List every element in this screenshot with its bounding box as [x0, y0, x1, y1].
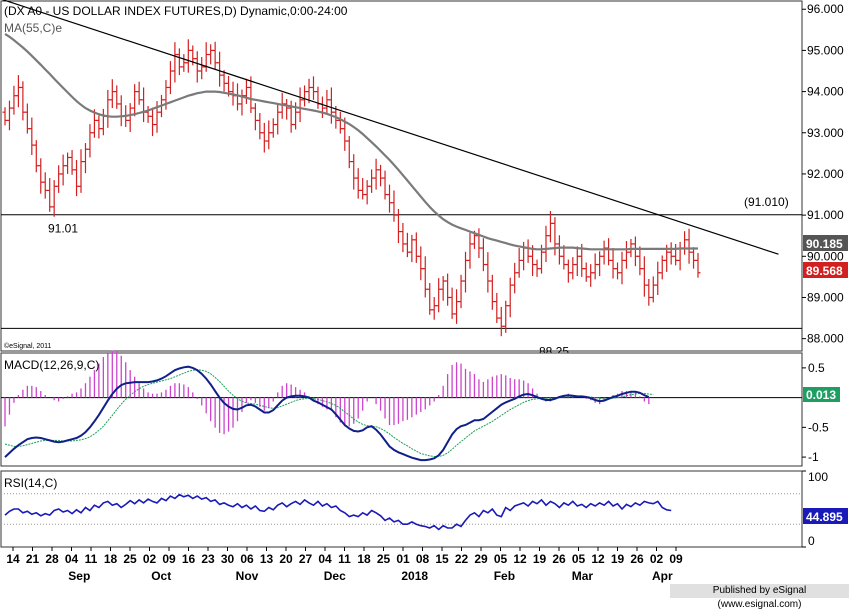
price-panel[interactable]: (DX A0 - US DOLLAR INDEX FUTURES,D) Dyna…: [0, 0, 803, 358]
x-day-label: 18: [104, 552, 118, 566]
signal-line: [4, 369, 654, 457]
macd-panel-frame: [0, 352, 803, 467]
x-day-label: 25: [377, 552, 391, 566]
x-day-label: 12: [513, 552, 527, 566]
ohlc-bar: [695, 253, 701, 278]
rsi-tick-label: 0: [808, 534, 815, 548]
price-panel-frame: [0, 0, 803, 352]
x-day-label: 26: [552, 552, 566, 566]
price-tick-label: 91.000: [807, 208, 844, 222]
x-month-label: Apr: [652, 569, 673, 583]
macd-tick-label: 0.5: [808, 361, 825, 375]
x-day-label: 02: [143, 552, 157, 566]
x-day-label: 04: [65, 552, 79, 566]
price-tick-label: 90.000: [807, 249, 844, 263]
macd-tick-label: -0.5: [808, 420, 829, 434]
macd-tick-label: -1: [808, 450, 819, 464]
x-day-label: 21: [26, 552, 40, 566]
x-month-label: Feb: [494, 569, 515, 583]
macd-y-axis: 0.5 -0.5 -1: [802, 361, 829, 464]
x-day-label: 05: [572, 552, 586, 566]
copyright-label: ©eSignal, 2011: [4, 342, 52, 350]
x-day-label: 14: [6, 552, 20, 566]
x-day-label: 05: [494, 552, 508, 566]
x-day-label: 27: [299, 552, 313, 566]
price-title: (DX A0 - US DOLLAR INDEX FUTURES,D) Dyna…: [4, 4, 348, 18]
price-tick-label: 89.000: [807, 290, 844, 304]
date-x-axis: 14 21 28 04 11 18 25 02 09 16 23 30 06 13 20 27 04 11 18 25…: [6, 547, 683, 583]
x-month-label: Mar: [572, 569, 594, 583]
price-tick-label: 94.000: [807, 85, 844, 99]
ma-indicator-label: MA(55,C)e: [4, 21, 62, 35]
rsi-value-tag: 44.895: [803, 508, 848, 524]
x-month-label: Dec: [324, 569, 346, 583]
svg-text:44.895: 44.895: [806, 510, 843, 524]
x-day-label: 13: [260, 552, 274, 566]
macd-line: [4, 365, 650, 462]
level-label-91-01: 91.01: [48, 222, 78, 236]
x-day-label: 11: [338, 552, 351, 566]
x-day-label: 06: [240, 552, 254, 566]
svg-text:89.568: 89.568: [806, 264, 843, 278]
svg-text:90.185: 90.185: [806, 237, 843, 251]
x-day-label: 16: [182, 552, 196, 566]
rsi-y-axis: 100 0: [802, 470, 828, 548]
x-month-label: Sep: [68, 569, 90, 583]
x-day-label: 22: [455, 552, 469, 566]
x-day-label: 29: [474, 552, 488, 566]
rsi-tick-label: 100: [808, 470, 828, 484]
x-day-label: 02: [650, 552, 664, 566]
ma55-line: [4, 32, 698, 251]
rsi-label: RSI(14,C): [4, 476, 57, 490]
price-tick-label: 95.000: [807, 43, 844, 57]
rsi-line: [4, 493, 672, 531]
macd-histogram: [4, 350, 650, 435]
svg-text:0.013: 0.013: [806, 388, 836, 402]
x-day-label: 19: [533, 552, 547, 566]
macd-label: MACD(12,26,9,C): [4, 358, 99, 372]
x-day-label: 01: [396, 552, 410, 566]
x-day-label: 09: [162, 552, 176, 566]
rsi-panel[interactable]: RSI(14,C): [0, 470, 803, 548]
macd-panel[interactable]: MACD(12,26,9,C): [0, 350, 803, 467]
price-tick-label: 92.000: [807, 167, 844, 181]
price-tick-label: 96.000: [807, 2, 844, 16]
ma-value-tag: 90.185: [803, 235, 848, 251]
macd-value-tag: 0.013: [803, 387, 840, 402]
x-day-label: 18: [357, 552, 371, 566]
x-day-label: 30: [221, 552, 235, 566]
x-month-label: Oct: [151, 569, 171, 583]
x-day-label: 23: [201, 552, 215, 566]
x-month-label: 2018: [401, 569, 428, 583]
x-day-label: 08: [416, 552, 430, 566]
x-day-label: 09: [669, 552, 683, 566]
x-day-label: 11: [85, 552, 98, 566]
last-price-tag: 89.568: [803, 262, 848, 278]
price-reference-lines: [1, 214, 802, 329]
price-tick-label: 88.000: [807, 332, 844, 346]
x-day-label: 04: [318, 552, 332, 566]
x-day-label: 25: [123, 552, 137, 566]
publisher-credit: Published by eSignal (www.esignal.com): [670, 584, 849, 610]
downtrend-line[interactable]: [0, 0, 779, 255]
x-day-label: 12: [591, 552, 605, 566]
x-day-label: 26: [630, 552, 644, 566]
x-day-label: 15: [435, 552, 449, 566]
rsi-panel-frame: [0, 470, 803, 548]
chart-canvas: (DX A0 - US DOLLAR INDEX FUTURES,D) Dyna…: [0, 0, 848, 583]
price-tick-label: 93.000: [807, 126, 844, 140]
x-day-label: 28: [45, 552, 59, 566]
resistance-tag: (91.010): [744, 195, 789, 209]
price-y-axis: 96.000 95.000 94.000 93.000 92.000 91.000 90.0…: [802, 2, 844, 346]
x-day-label: 19: [611, 552, 625, 566]
x-day-label: 20: [279, 552, 293, 566]
x-month-label: Nov: [236, 569, 259, 583]
